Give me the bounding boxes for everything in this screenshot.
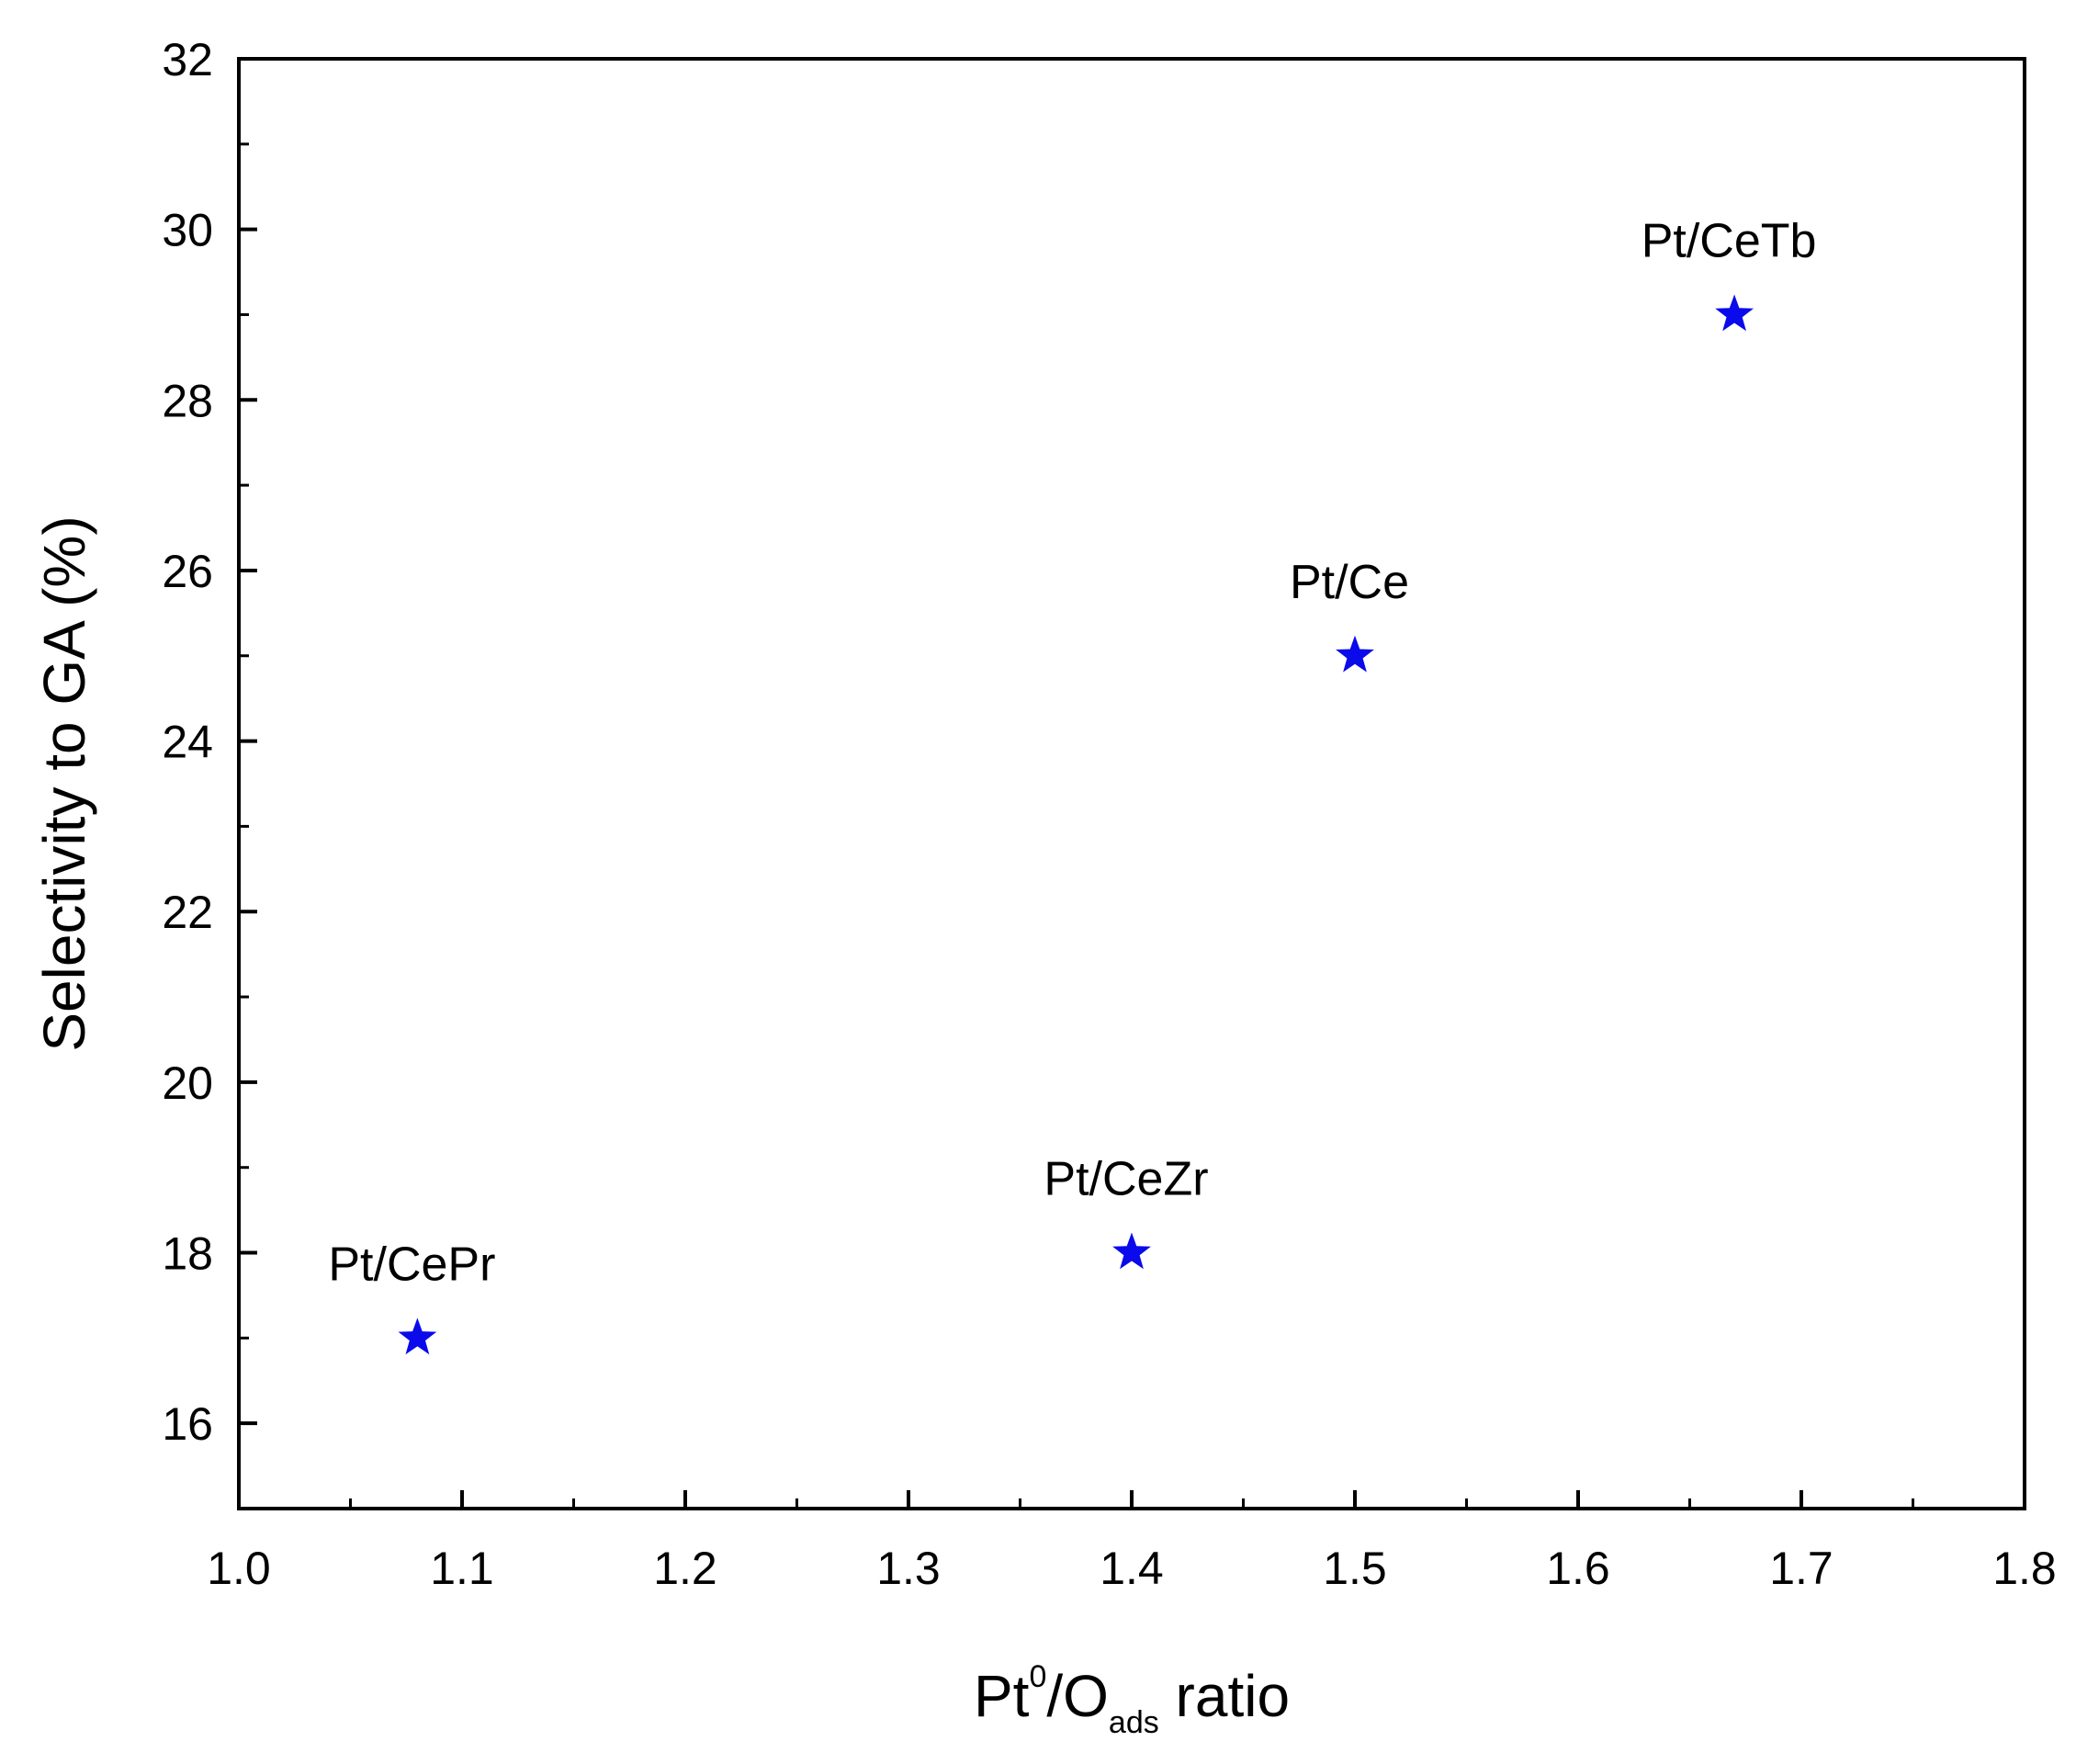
x-axis-title-base: Pt	[974, 1663, 1030, 1729]
star-marker	[1112, 1232, 1151, 1270]
x-axis-title-sub: ads	[1109, 1705, 1159, 1740]
x-axis-title-sup: 0	[1029, 1659, 1046, 1694]
y-tick-label: 26	[162, 546, 213, 597]
point-label: Pt/CeTb	[1642, 214, 1817, 267]
y-tick-label: 24	[162, 717, 213, 768]
x-tick-label: 1.3	[876, 1543, 941, 1594]
x-tick-label: 1.5	[1323, 1543, 1387, 1594]
star-marker	[1715, 294, 1754, 332]
y-tick-label: 32	[162, 34, 213, 85]
y-tick-label: 20	[162, 1057, 213, 1109]
point-label: Pt/CeZr	[1044, 1153, 1208, 1206]
x-tick-label: 1.8	[1992, 1543, 2057, 1594]
star-marker	[1336, 635, 1374, 673]
x-axis-title-tail: ratio	[1159, 1663, 1290, 1729]
y-axis-title: Selectivity to GA (%)	[31, 515, 97, 1051]
y-tick-label: 16	[162, 1398, 213, 1450]
plot-frame	[237, 57, 2026, 1510]
y-tick-label: 18	[162, 1228, 213, 1280]
x-tick-label: 1.6	[1546, 1543, 1610, 1594]
star-marker	[398, 1317, 437, 1355]
x-tick-label: 1.7	[1769, 1543, 1833, 1594]
x-tick-label: 1.2	[653, 1543, 717, 1594]
x-tick-label: 1.0	[207, 1543, 271, 1594]
axis-ticks	[237, 57, 2026, 1510]
axis-tick-labels: 1.0 1.1 1.2 1.3 1.4 1.5 1.6 1.7 1.8 16 18 20 22 24 26 2…	[162, 34, 2056, 1594]
y-tick-label: 22	[162, 887, 213, 938]
x-axis-title: Pt0/Oads ratio	[974, 1659, 1290, 1740]
y-tick-label: 28	[162, 375, 213, 426]
x-axis-title-mid: /O	[1046, 1663, 1109, 1729]
data-points: Pt/CePr Pt/CeZr Pt/Ce Pt/CeTb	[328, 214, 1817, 1355]
point-label: Pt/CePr	[328, 1238, 495, 1291]
point-label: Pt/Ce	[1290, 556, 1409, 609]
x-tick-label: 1.4	[1100, 1543, 1164, 1594]
y-tick-label: 30	[162, 205, 213, 256]
x-tick-label: 1.1	[430, 1543, 494, 1594]
